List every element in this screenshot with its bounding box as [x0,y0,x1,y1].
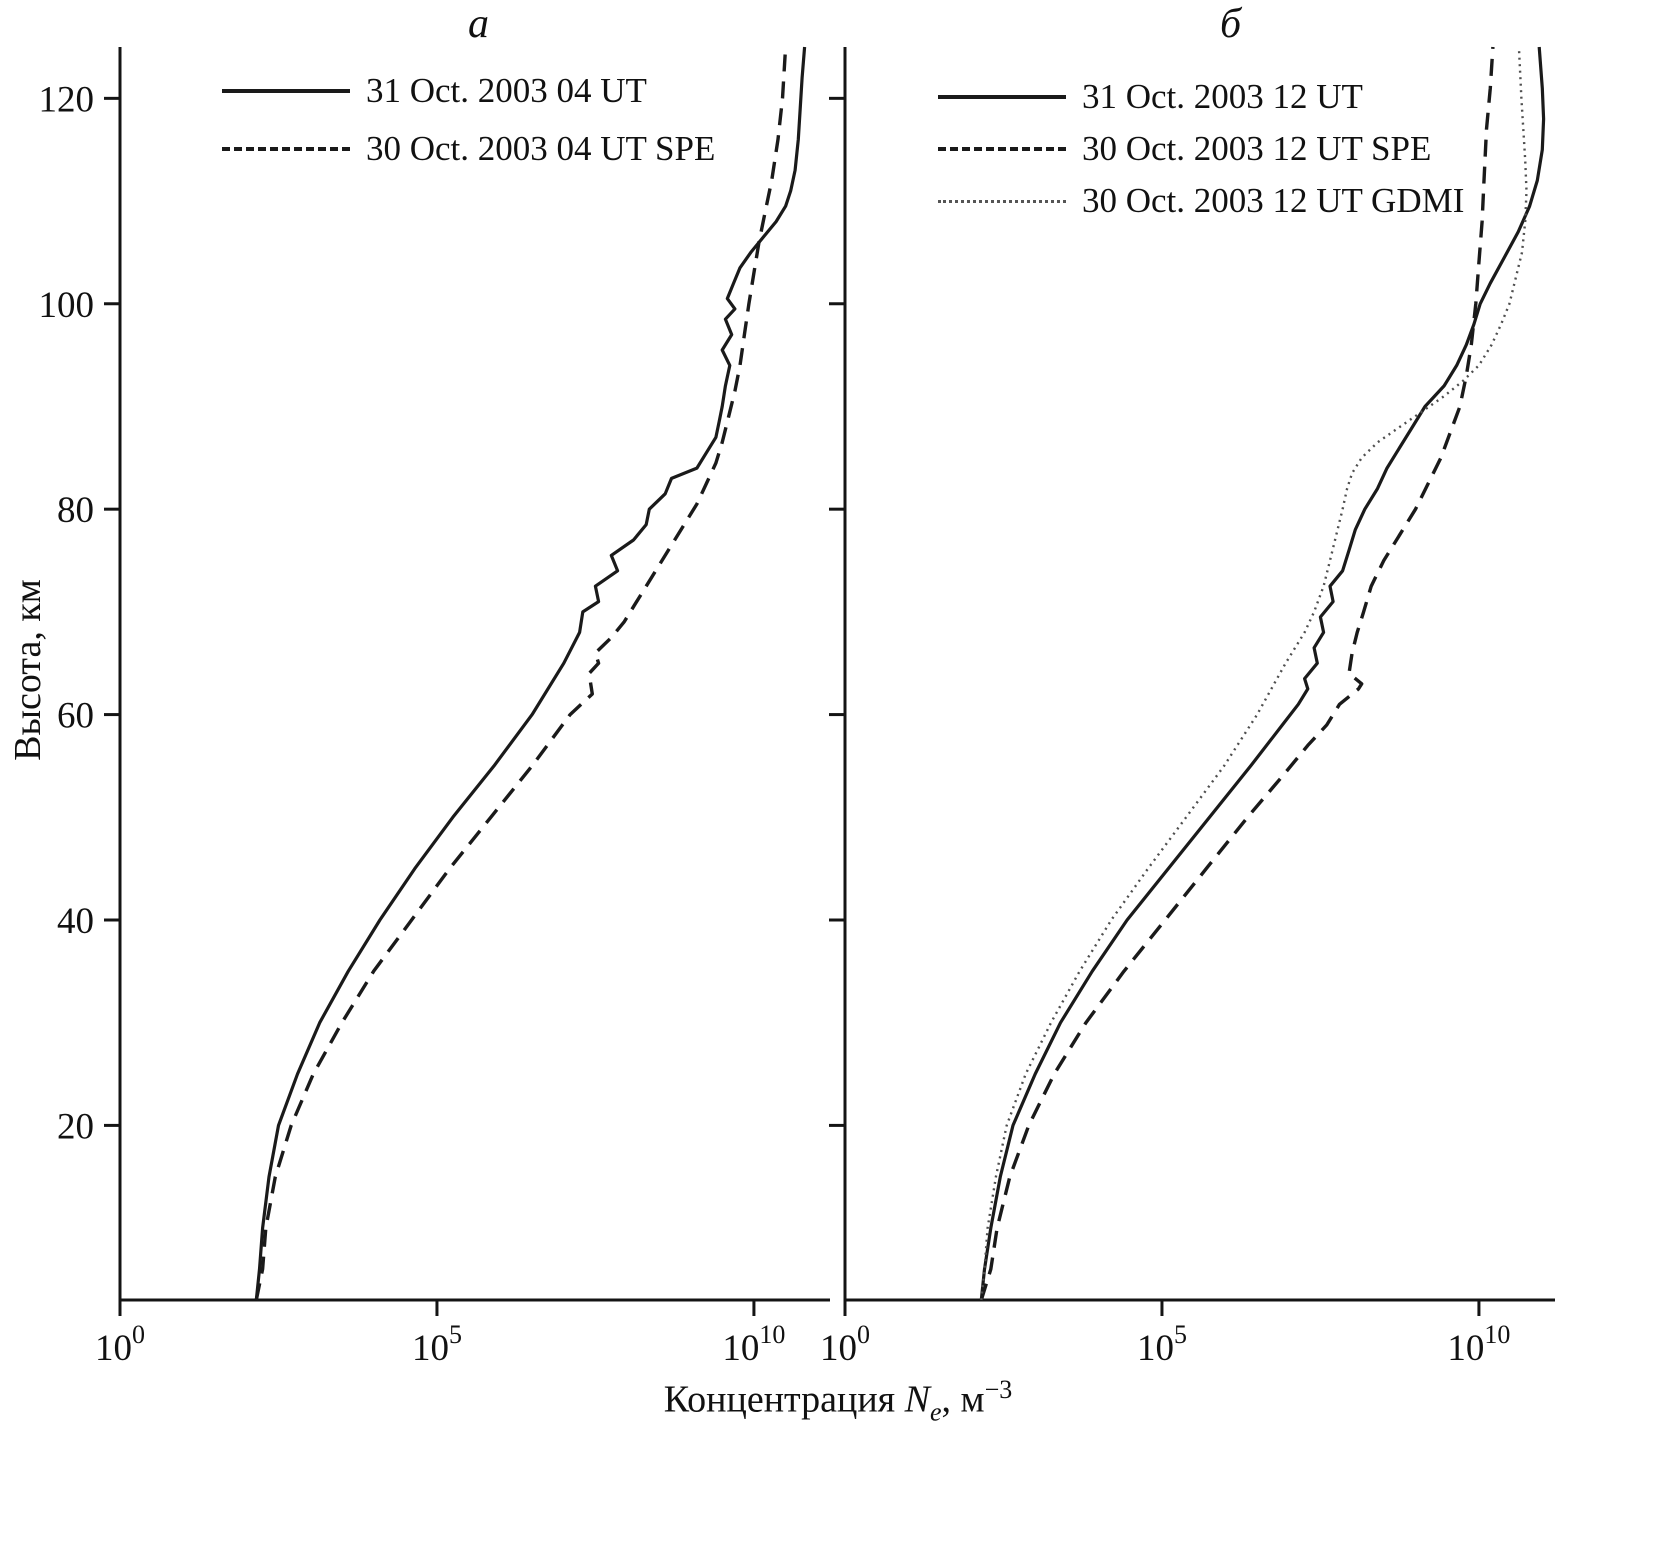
x-tick-label: 105 [1137,1320,1187,1369]
panel-b-legend: 31 Oct. 2003 12 UT 30 Oct. 2003 12 UT SP… [938,76,1464,222]
x-axis-subscript: e [930,1397,942,1427]
axes [118,47,830,1302]
x-tick-label: 105 [412,1320,462,1369]
panel-a-plot: 20 40 60 80 100 120 100 105 1010 [39,46,830,1369]
y-tick-label: 60 [57,696,94,737]
x-tick-label: 1010 [722,1320,785,1369]
legend-item: 30 Oct. 2003 12 UT SPE [938,128,1464,170]
legend-label: 30 Oct. 2003 12 UT GDMI [1082,181,1465,220]
panel-b-title: б [1220,1,1242,47]
y-tick-label: 20 [57,1106,94,1147]
x-tick-label: 100 [820,1320,870,1369]
axes [843,47,1555,1302]
panel-b-plot: 100 105 1010 [820,46,1555,1369]
legend-item: 31 Oct. 2003 04 UT [222,70,715,112]
y-tick-label: 80 [57,490,94,531]
curve-dashed [979,46,1495,1301]
dashed-line-sample [938,147,1066,151]
solid-line-sample [938,95,1066,99]
x-axis-unit: , м [941,1378,985,1421]
y-tick-label: 100 [39,285,95,326]
y-axis-label: Высота, км [7,579,49,761]
x-axis-variable: N [904,1378,930,1421]
dotted-line-sample [938,199,1066,203]
x-tick-label: 1010 [1447,1320,1510,1369]
legend-item: 30 Oct. 2003 12 UT GDMI [938,180,1464,222]
x-tick-label: 100 [95,1320,145,1369]
legend-label: 31 Oct. 2003 12 UT [1082,77,1363,116]
legend-item: 31 Oct. 2003 12 UT [938,76,1464,118]
x-axis-exponent: −3 [984,1375,1013,1404]
curve-dashed [254,46,788,1301]
legend-label: 31 Oct. 2003 04 UT [366,71,647,110]
legend-label: 30 Oct. 2003 04 UT SPE [366,129,716,168]
panel-a-legend: 31 Oct. 2003 04 UT 30 Oct. 2003 04 UT SP… [222,70,715,170]
panel-a-title: a [468,1,489,47]
curve-dotted [980,46,1528,1301]
y-tick-label: 120 [39,79,95,120]
legend-label: 30 Oct. 2003 12 UT SPE [1082,129,1432,168]
curve-solid [254,46,807,1301]
x-axis-label-text: Концентрация [663,1378,905,1421]
solid-line-sample [222,89,350,93]
x-axis-label: Концентрация Ne, м−3 [0,1375,1676,1427]
dashed-line-sample [222,147,350,151]
y-tick-label: 40 [57,901,94,942]
curve-solid [979,46,1546,1301]
legend-item: 30 Oct. 2003 04 UT SPE [222,128,715,170]
